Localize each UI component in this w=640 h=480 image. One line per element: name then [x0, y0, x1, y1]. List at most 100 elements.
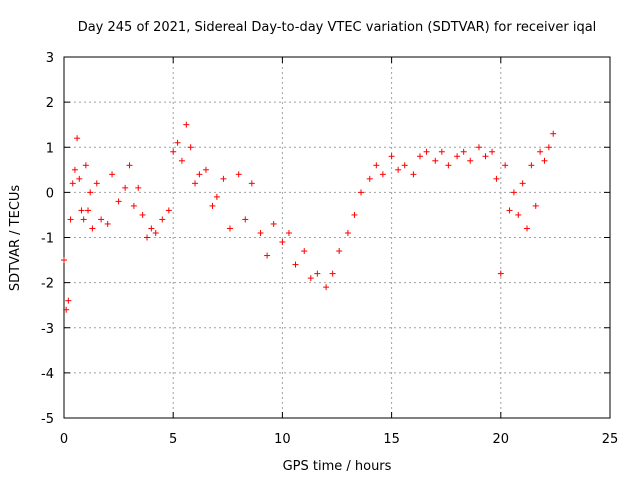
data-point [416, 153, 423, 160]
data-point [285, 229, 292, 236]
data-point [82, 162, 89, 169]
data-point [187, 144, 194, 151]
data-point [220, 175, 227, 182]
data-point [242, 216, 249, 223]
data-point [545, 144, 552, 151]
y-tick-label: -1 [41, 232, 54, 247]
data-point [67, 216, 74, 223]
data-point [109, 171, 116, 178]
data-point [213, 193, 220, 200]
data-point [537, 148, 544, 155]
data-point [183, 121, 190, 128]
data-point [460, 148, 467, 155]
data-point [192, 180, 199, 187]
data-point [80, 216, 87, 223]
data-point [257, 229, 264, 236]
data-point [550, 130, 557, 137]
data-point [202, 166, 209, 173]
data-point [329, 270, 336, 277]
y-tick-label: -4 [41, 367, 54, 382]
chart-title: Day 245 of 2021, Sidereal Day-to-day VTE… [78, 20, 597, 35]
data-point [445, 162, 452, 169]
y-tick-label: 3 [46, 51, 54, 66]
data-point [344, 229, 351, 236]
y-tick-label: -3 [41, 322, 54, 337]
x-tick-label: 15 [383, 432, 400, 447]
x-tick-label: 0 [60, 432, 68, 447]
data-point [130, 202, 137, 209]
data-point [454, 153, 461, 160]
data-point [489, 148, 496, 155]
data-point [388, 153, 395, 160]
data-point [467, 157, 474, 164]
data-point [301, 248, 308, 255]
x-tick-label: 20 [493, 432, 510, 447]
x-tick-label: 10 [274, 432, 291, 447]
data-point [395, 166, 402, 173]
data-point [432, 157, 439, 164]
data-point [196, 171, 203, 178]
data-point [314, 270, 321, 277]
data-point [541, 157, 548, 164]
data-point [475, 144, 482, 151]
y-tick-label: 0 [46, 186, 54, 201]
data-point [401, 162, 408, 169]
data-point [248, 180, 255, 187]
data-point [502, 162, 509, 169]
x-axis: 0 5 10 15 20 25 [60, 57, 618, 447]
data-point [519, 180, 526, 187]
y-tick-label: -2 [41, 277, 54, 292]
data-point [264, 252, 271, 259]
x-axis-label: GPS time / hours [283, 459, 392, 474]
data-point [115, 198, 122, 205]
data-point [482, 153, 489, 160]
x-tick-label: 25 [602, 432, 619, 447]
data-point [510, 189, 517, 196]
data-point [122, 184, 129, 191]
y-tick-label: 1 [46, 141, 54, 156]
data-point [76, 175, 83, 182]
data-point [74, 135, 81, 142]
data-point [351, 211, 358, 218]
y-tick-label: 2 [46, 96, 54, 111]
data-point [148, 225, 155, 232]
data-point [98, 216, 105, 223]
data-point [506, 207, 513, 214]
data-point [493, 175, 500, 182]
data-point [270, 220, 277, 227]
data-point [89, 225, 96, 232]
data-point [139, 211, 146, 218]
data-point [292, 261, 299, 268]
data-point [497, 270, 504, 277]
data-point [174, 139, 181, 146]
data-point [307, 275, 314, 282]
data-point [373, 162, 380, 169]
data-point [104, 220, 111, 227]
data-point [279, 239, 286, 246]
data-points [61, 121, 557, 313]
data-point [528, 162, 535, 169]
x-tick-label: 5 [169, 432, 177, 447]
data-point [63, 306, 70, 313]
data-point [143, 234, 150, 241]
data-point [78, 207, 85, 214]
data-point [165, 207, 172, 214]
data-point [178, 157, 185, 164]
data-point [379, 171, 386, 178]
data-point [71, 166, 78, 173]
data-point [152, 229, 159, 236]
data-point [366, 175, 373, 182]
data-point [170, 148, 177, 155]
grid-lines [64, 57, 610, 418]
data-point [524, 225, 531, 232]
data-point [209, 202, 216, 209]
data-point [438, 148, 445, 155]
data-point [61, 257, 67, 264]
data-point [323, 284, 330, 291]
data-point [93, 180, 100, 187]
data-point [69, 180, 76, 187]
y-tick-label: -5 [41, 412, 54, 427]
y-axis: -5 -4 -3 -2 -1 0 1 2 3 [41, 51, 610, 427]
data-point [85, 207, 92, 214]
